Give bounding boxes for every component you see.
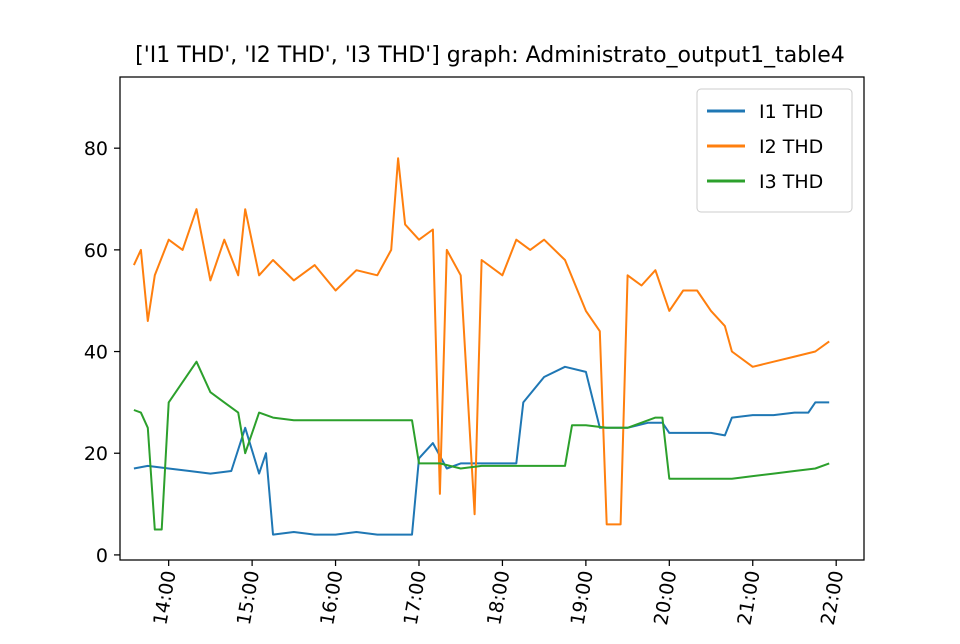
x-tick-label: 21:00 <box>733 569 764 627</box>
x-tick-label: 17:00 <box>400 569 431 627</box>
plot-area <box>132 157 830 536</box>
series-line-3 <box>133 360 830 531</box>
chart-title: ['I1 THD', 'I2 THD', 'I3 THD'] graph: Ad… <box>135 43 845 68</box>
axes-frame <box>119 76 865 561</box>
x-tick-label: 18:00 <box>483 569 514 627</box>
y-tick-label: 40 <box>84 342 108 364</box>
legend: I1 THD I2 THD I3 THD <box>696 88 853 213</box>
legend-label-3: I3 THD <box>759 171 823 193</box>
y-tick-label: 80 <box>84 138 108 160</box>
y-tick-label: 0 <box>96 545 108 567</box>
x-tick-label: 14:00 <box>149 569 180 627</box>
legend-label-1: I1 THD <box>759 101 823 123</box>
x-tick-label: 19:00 <box>567 569 598 627</box>
series-line-2 <box>132 157 830 526</box>
x-tick-label: 20:00 <box>650 569 681 627</box>
y-tick-label: 60 <box>84 240 108 262</box>
x-tick-label: 15:00 <box>233 569 264 627</box>
x-tick-label: 16:00 <box>316 569 347 627</box>
series-line-1 <box>133 365 830 536</box>
x-tick-label: 22:00 <box>817 569 848 627</box>
y-tick-label: 20 <box>84 443 108 465</box>
legend-label-2: I2 THD <box>759 136 823 158</box>
